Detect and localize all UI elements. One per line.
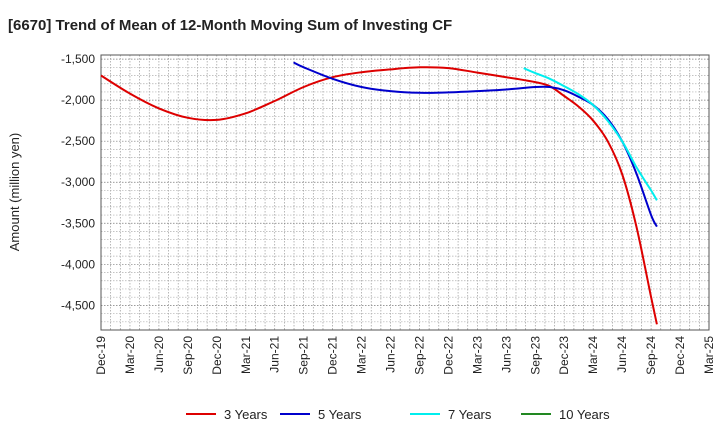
y-tick-label: -2,500 bbox=[61, 134, 95, 148]
x-tick-label: Mar-22 bbox=[355, 336, 369, 374]
y-tick-label: -1,500 bbox=[61, 52, 95, 66]
legend-label-5-years: 5 Years bbox=[318, 407, 362, 422]
x-tick-label: Mar-20 bbox=[123, 336, 137, 374]
y-axis-label: Amount (million yen) bbox=[7, 133, 22, 252]
y-tick-label: -3,500 bbox=[61, 216, 95, 230]
x-tick-label: Dec-22 bbox=[441, 336, 455, 375]
legend-label-10-years: 10 Years bbox=[559, 407, 610, 422]
y-tick-label: -2,000 bbox=[61, 93, 95, 107]
x-tick-label: Sep-23 bbox=[528, 336, 542, 375]
x-tick-label: Jun-23 bbox=[499, 336, 513, 373]
x-tick-label: Mar-24 bbox=[586, 336, 600, 374]
x-tick-label: Sep-20 bbox=[181, 336, 195, 375]
x-tick-label: Mar-23 bbox=[470, 336, 484, 374]
x-tick-label: Mar-25 bbox=[702, 336, 716, 374]
x-tick-label: Dec-19 bbox=[94, 336, 108, 375]
x-tick-label: Dec-20 bbox=[210, 336, 224, 375]
y-tick-label: -4,000 bbox=[61, 257, 95, 271]
series-line-7-years bbox=[523, 67, 658, 201]
series-line-5-years bbox=[293, 61, 658, 228]
x-tick-label: Mar-21 bbox=[239, 336, 253, 374]
legend-label-7-years: 7 Years bbox=[448, 407, 492, 422]
x-tick-label: Sep-21 bbox=[297, 336, 311, 375]
x-tick-label: Jun-21 bbox=[268, 336, 282, 373]
x-tick-label: Jun-22 bbox=[384, 336, 398, 373]
y-tick-label: -4,500 bbox=[61, 298, 95, 312]
chart-title: [6670] Trend of Mean of 12-Month Moving … bbox=[8, 17, 452, 34]
x-tick-labels: Dec-19 Mar-20 Jun-20 Sep-20 Dec-20 Mar-21 Jun-… bbox=[94, 336, 716, 375]
series-line-3-years bbox=[100, 66, 658, 325]
legend: 3 Years 5 Years 7 Years 10 Years bbox=[186, 407, 610, 422]
series-lines bbox=[100, 61, 658, 325]
x-tick-label: Jun-24 bbox=[615, 336, 629, 373]
legend-label-3-years: 3 Years bbox=[224, 407, 268, 422]
x-tick-label: Sep-24 bbox=[644, 336, 658, 375]
y-tick-label: -3,000 bbox=[61, 175, 95, 189]
grid bbox=[101, 55, 709, 330]
y-tick-labels: -1,500 -2,000 -2,500 -3,000 -3,500 -4,000 -4,5… bbox=[61, 52, 95, 312]
plot-area bbox=[100, 54, 710, 331]
x-tick-label: Jun-20 bbox=[152, 336, 166, 373]
x-tick-label: Dec-24 bbox=[673, 336, 687, 375]
x-tick-label: Dec-21 bbox=[326, 336, 340, 375]
x-tick-label: Sep-22 bbox=[412, 336, 426, 375]
x-tick-label: Dec-23 bbox=[557, 336, 571, 375]
